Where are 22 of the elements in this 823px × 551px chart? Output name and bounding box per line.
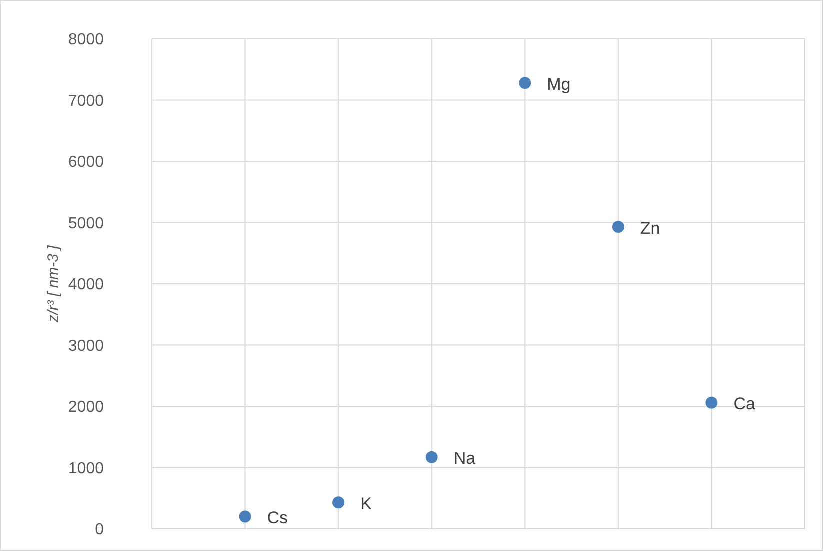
y-tick-label: 1000 (68, 460, 104, 478)
annotation: Na (454, 449, 476, 468)
point (706, 396, 718, 409)
y-tick-label: 3000 (68, 338, 104, 355)
point (519, 77, 532, 90)
y-tick-label: 7000 (68, 92, 104, 110)
annotation: Mg (547, 74, 571, 94)
point (332, 496, 345, 509)
point (612, 221, 624, 234)
annotation: Cs (267, 508, 288, 528)
y-tick-label: 4000 (68, 276, 104, 294)
point (426, 451, 438, 464)
y-tick-label: 0 (95, 522, 104, 539)
annotation: K (360, 494, 373, 514)
y-axis-title: z/r³ [ nm-3 ] (45, 244, 62, 324)
annotation: Zn (640, 218, 660, 238)
y-tick-label: 6000 (68, 154, 104, 172)
point (239, 510, 252, 523)
y-tick-label: 5000 (68, 215, 104, 232)
y-tick-label: 8000 (68, 32, 104, 49)
y-tick-label: 2000 (68, 399, 104, 416)
annotation: Ca (734, 394, 756, 414)
